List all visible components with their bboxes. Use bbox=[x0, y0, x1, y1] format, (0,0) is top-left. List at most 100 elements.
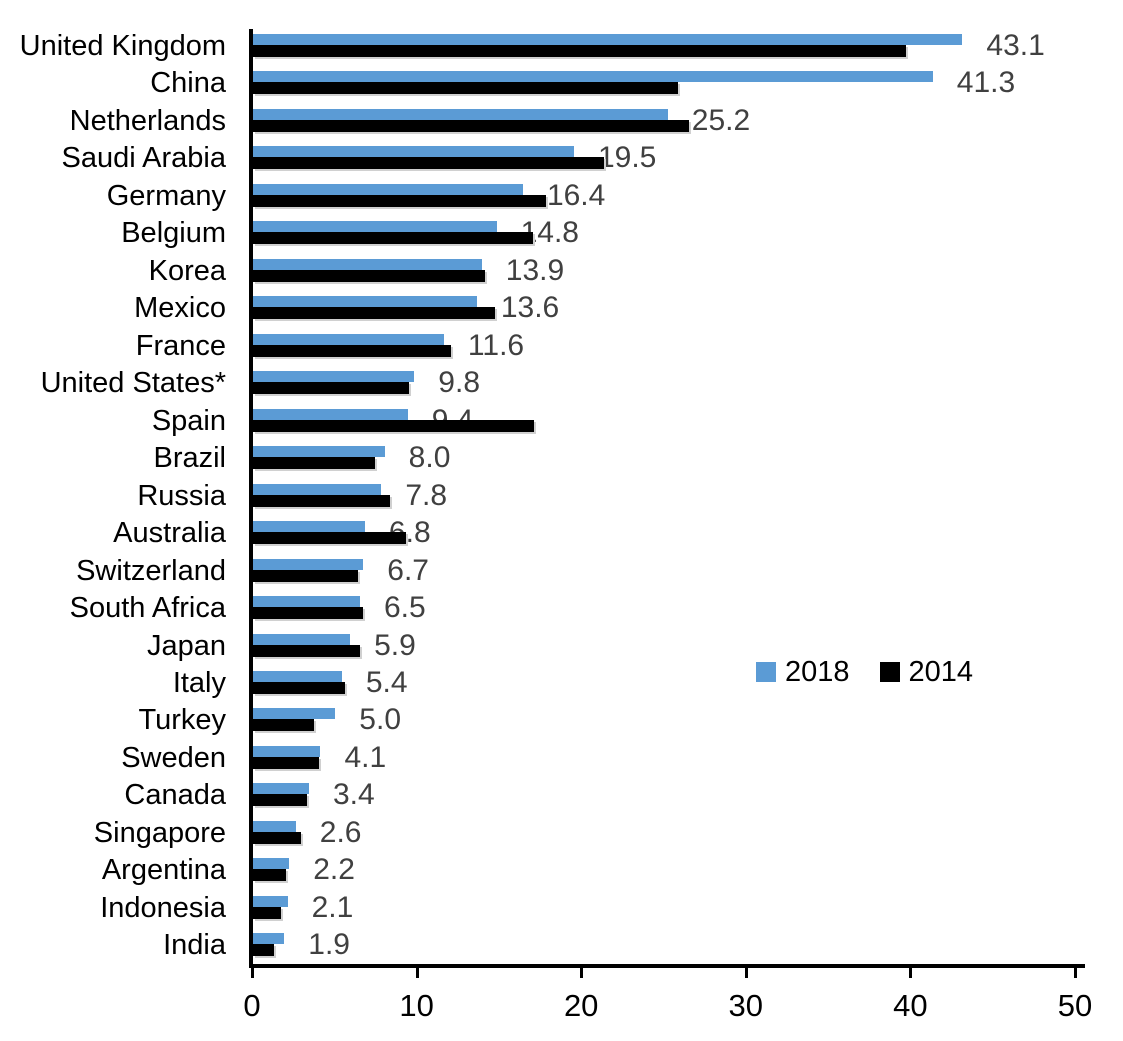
category-label: Sweden bbox=[121, 741, 226, 774]
value-label: 2.1 bbox=[311, 890, 354, 924]
category-label: United Kingdom bbox=[19, 30, 226, 62]
category-label: South Africa bbox=[69, 592, 226, 625]
value-label: 3.4 bbox=[332, 778, 375, 812]
bar-2018 bbox=[253, 783, 309, 795]
bar-2014 bbox=[253, 944, 275, 957]
bar-2014 bbox=[253, 532, 407, 545]
value-label: 25.2 bbox=[691, 103, 751, 137]
category-label: Turkey bbox=[138, 704, 226, 737]
bar-2014 bbox=[253, 269, 486, 282]
bar-2018 bbox=[253, 146, 574, 158]
value-label: 6.5 bbox=[383, 591, 426, 625]
x-axis-tick-label: 30 bbox=[728, 988, 764, 1023]
value-label: 16.4 bbox=[546, 178, 606, 212]
bar-2014 bbox=[253, 194, 546, 207]
x-axis-tick bbox=[580, 968, 584, 978]
x-axis-tick-label: 10 bbox=[399, 988, 434, 1023]
bar-2018 bbox=[253, 858, 290, 870]
bar-2018 bbox=[253, 558, 364, 570]
category-label: Saudi Arabia bbox=[61, 142, 226, 175]
legend-label-2014: 2014 bbox=[908, 655, 974, 688]
category-label: Germany bbox=[106, 179, 226, 212]
bar-2014 bbox=[253, 344, 451, 357]
bar-2018 bbox=[253, 34, 963, 45]
value-label: 41.3 bbox=[956, 66, 1016, 100]
bar-2018 bbox=[253, 333, 444, 345]
bar-2018 bbox=[253, 221, 497, 233]
value-label: 11.6 bbox=[467, 328, 525, 362]
category-label: Mexico bbox=[134, 292, 226, 325]
value-label: 19.5 bbox=[597, 141, 657, 175]
bar-2014 bbox=[253, 119, 690, 132]
bar-2018 bbox=[253, 71, 933, 83]
legend-swatch-2014 bbox=[879, 662, 900, 682]
x-axis-tick bbox=[1074, 968, 1077, 978]
bar-2018 bbox=[253, 820, 296, 832]
legend: 2018 2014 bbox=[756, 656, 1003, 688]
bar-2014 bbox=[253, 232, 533, 245]
bar-2018 bbox=[253, 708, 336, 720]
bar-2014 bbox=[253, 794, 308, 807]
bar-2014 bbox=[253, 457, 375, 470]
category-label: Spain bbox=[151, 404, 226, 437]
bar-2014 bbox=[253, 157, 604, 170]
category-label: Brazil bbox=[153, 442, 226, 475]
bar-2018 bbox=[253, 670, 342, 682]
value-label: 5.4 bbox=[365, 665, 408, 699]
bar-2014 bbox=[253, 419, 535, 432]
value-label: 9.8 bbox=[438, 366, 481, 400]
value-label: 2.6 bbox=[319, 815, 362, 849]
bar-2018 bbox=[253, 296, 477, 308]
bar-2018 bbox=[253, 258, 482, 270]
value-label: 2.2 bbox=[313, 853, 355, 887]
bar-2014 bbox=[253, 831, 301, 844]
bar-2014 bbox=[253, 494, 390, 507]
x-axis-tick-label: 50 bbox=[1057, 988, 1093, 1023]
value-label: 13.9 bbox=[505, 253, 565, 287]
category-label: India bbox=[163, 929, 226, 962]
value-label: 8.0 bbox=[408, 441, 451, 475]
category-label: Switzerland bbox=[76, 554, 226, 587]
category-label: Belgium bbox=[121, 217, 226, 250]
category-label: Indonesia bbox=[100, 891, 226, 924]
value-label: 4.1 bbox=[344, 740, 387, 774]
x-axis-tick-label: 20 bbox=[563, 988, 599, 1023]
value-label: 1.9 bbox=[308, 928, 350, 962]
bar-2018 bbox=[253, 933, 285, 945]
category-label: Canada bbox=[124, 779, 226, 812]
category-label: Japan bbox=[146, 629, 226, 662]
category-label: Italy bbox=[172, 666, 226, 699]
bar-2014 bbox=[253, 869, 286, 882]
category-label: Argentina bbox=[101, 854, 226, 887]
bar-2014 bbox=[253, 82, 678, 95]
bar-2018 bbox=[253, 183, 523, 195]
bar-2018 bbox=[253, 408, 408, 420]
value-label: 5.9 bbox=[374, 628, 416, 662]
bar-2014 bbox=[253, 644, 360, 657]
category-label: France bbox=[135, 329, 226, 362]
bar-2018 bbox=[253, 521, 365, 533]
value-label: 43.1 bbox=[986, 29, 1045, 62]
x-axis-line bbox=[249, 964, 1085, 968]
category-label: Russia bbox=[137, 479, 226, 512]
x-axis-tick bbox=[251, 968, 254, 978]
bar-2014 bbox=[253, 607, 364, 620]
bar-2018 bbox=[253, 108, 668, 120]
bar-2018 bbox=[253, 633, 351, 645]
category-label: Netherlands bbox=[69, 104, 226, 137]
legend-label-2018: 2018 bbox=[785, 655, 850, 688]
bar-2018 bbox=[253, 371, 415, 383]
x-axis-tick bbox=[415, 968, 419, 978]
bar-2014 bbox=[253, 681, 346, 694]
category-label: China bbox=[150, 67, 226, 100]
category-label: United States* bbox=[40, 367, 226, 400]
bar-2018 bbox=[253, 483, 382, 495]
bar-2018 bbox=[253, 745, 321, 757]
bar-2018 bbox=[253, 446, 385, 458]
x-axis-tick-label: 40 bbox=[893, 988, 928, 1023]
value-label: 6.7 bbox=[387, 553, 429, 587]
category-label: Singapore bbox=[93, 816, 226, 849]
x-axis-tick-label: 0 bbox=[243, 988, 261, 1023]
